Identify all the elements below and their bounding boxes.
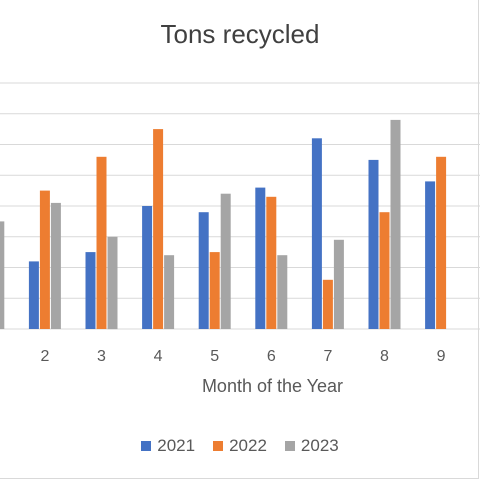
x-tick-label: 3 xyxy=(97,348,106,365)
legend-swatch xyxy=(284,441,295,451)
bar-2023-month-7 xyxy=(333,239,344,329)
bar-2021-month-3 xyxy=(85,252,96,329)
legend-label: 2023 xyxy=(300,436,339,455)
bar-2023-month-5 xyxy=(220,193,231,329)
legend-label: 2022 xyxy=(229,436,267,455)
legend-item: 2022 xyxy=(213,436,267,456)
bar-2023-month-6 xyxy=(277,255,288,329)
bar-2022-month-3 xyxy=(96,156,107,329)
bar-2023-month-2 xyxy=(50,202,61,329)
x-tick-label: 5 xyxy=(210,348,219,365)
x-tick-label: 9 xyxy=(437,348,446,365)
legend-swatch xyxy=(141,441,152,451)
bar-2022-month-6 xyxy=(266,196,277,329)
bar-2023-month-8 xyxy=(390,119,401,330)
bar-2023-month-4 xyxy=(164,255,175,329)
bar-2023-month-3 xyxy=(107,236,118,330)
bar-2022-month-9 xyxy=(436,156,447,329)
bar-2021-month-4 xyxy=(142,206,153,329)
bar-2022-month-7 xyxy=(322,279,333,329)
bar-2021-month-8 xyxy=(368,159,379,329)
x-axis-title: Month of the Year xyxy=(201,376,344,396)
legend-item: 2021 xyxy=(141,436,195,456)
x-tick-label: 2 xyxy=(40,348,49,365)
bar-2021-month-5 xyxy=(198,212,209,329)
bar-2022-month-4 xyxy=(153,129,164,329)
chart-title: Tons recycled xyxy=(160,19,320,49)
bar-2022-month-8 xyxy=(379,212,390,329)
x-tick-label: 7 xyxy=(323,348,332,365)
legend-swatch xyxy=(213,441,224,451)
bar-2021-month-6 xyxy=(255,187,266,329)
bar-2021-month-9 xyxy=(425,181,436,329)
legend: 2021 2022 2023 xyxy=(0,436,480,456)
bar-2022-month-2 xyxy=(39,190,50,329)
x-tick-label: 4 xyxy=(154,348,163,365)
legend-label: 2021 xyxy=(157,436,196,455)
bar-2023-month-1 xyxy=(0,221,5,329)
bar-2021-month-2 xyxy=(28,261,39,329)
bar-2022-month-5 xyxy=(209,252,220,329)
x-tick-label: 8 xyxy=(380,348,389,365)
legend-item: 2023 xyxy=(284,436,339,456)
bar-2021-month-7 xyxy=(311,138,322,329)
x-tick-label: 6 xyxy=(267,348,276,365)
